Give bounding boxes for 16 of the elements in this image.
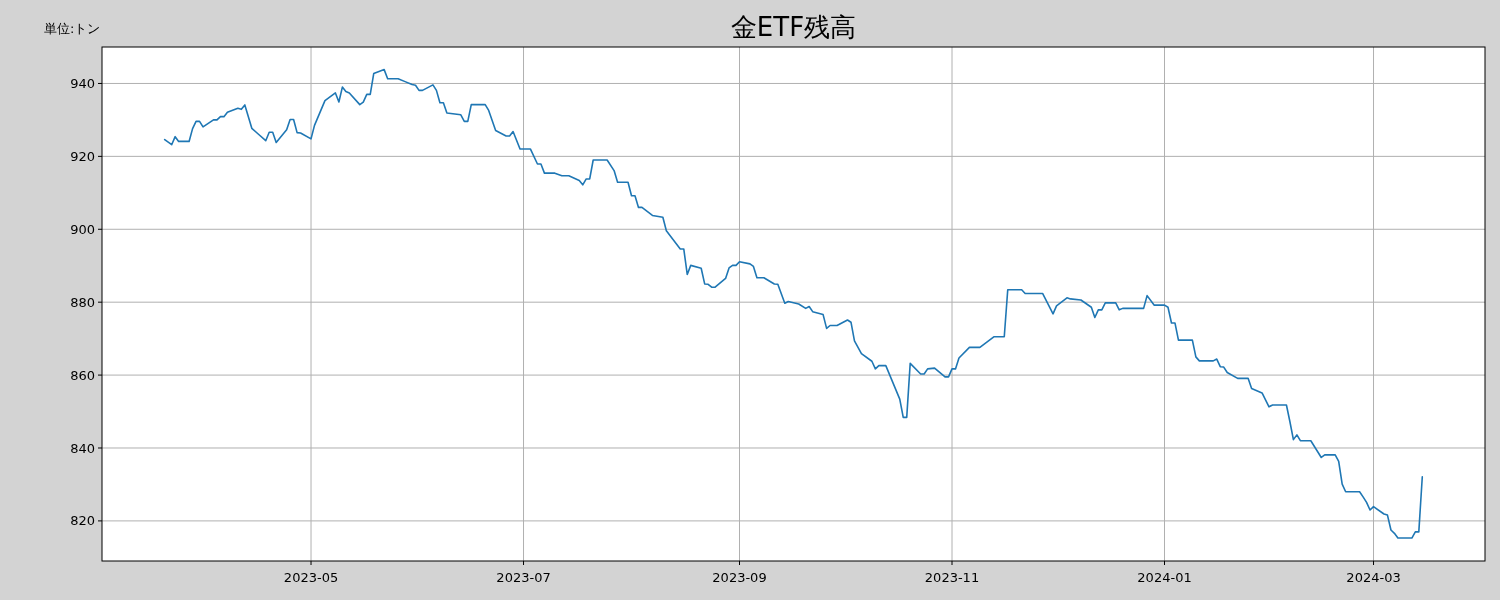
y-tick-label: 940 [70, 76, 95, 91]
x-tick-label: 2023-05 [283, 570, 339, 585]
x-tick-label: 2024-01 [1137, 570, 1192, 585]
x-tick-label: 2023-07 [496, 570, 551, 585]
y-tick-label: 920 [70, 148, 95, 164]
y-tick-label: 880 [70, 294, 95, 310]
y-tick-label: 840 [70, 440, 95, 456]
y-tick-label: 900 [70, 221, 95, 237]
x-tick-label: 2024-03 [1346, 570, 1401, 585]
text: 単位:トン [44, 21, 101, 36]
line-series [163, 68, 1424, 539]
y-tick-label: 860 [70, 367, 95, 383]
x-tick-label: 2023-09 [712, 570, 767, 585]
chart-title: 金ETF残高 [730, 12, 857, 42]
x-tick-label: 2023-11 [924, 570, 980, 585]
y-tick-label: 820 [70, 513, 95, 529]
